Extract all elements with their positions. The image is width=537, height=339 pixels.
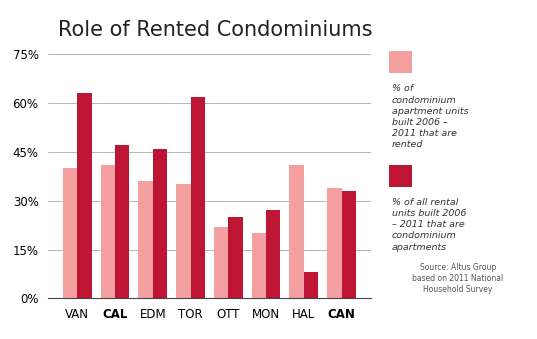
Text: Role of Rented Condominiums: Role of Rented Condominiums [57, 20, 372, 40]
Text: % of
condominium
apartment units
built 2006 –
2011 that are
rented: % of condominium apartment units built 2… [392, 84, 469, 149]
Bar [327, 188, 342, 298]
Bar [389, 51, 412, 73]
Bar [191, 97, 205, 298]
Bar [77, 93, 92, 298]
Bar [101, 165, 115, 298]
Text: % of all rental
units built 2006
– 2011 that are
condominium
apartments: % of all rental units built 2006 – 2011 … [392, 198, 466, 252]
Bar [342, 191, 356, 298]
Bar [139, 181, 153, 298]
Bar [304, 272, 318, 298]
Bar [266, 211, 280, 298]
Text: Source: Altus Group
based on 2011 National
Household Survey: Source: Altus Group based on 2011 Nation… [412, 263, 503, 294]
Bar [228, 217, 243, 298]
Bar [214, 227, 228, 298]
Bar [389, 165, 412, 186]
Bar [176, 184, 191, 298]
Bar [63, 168, 77, 298]
Bar [115, 145, 129, 298]
Bar [153, 148, 167, 298]
Bar [289, 165, 304, 298]
Bar [252, 233, 266, 298]
